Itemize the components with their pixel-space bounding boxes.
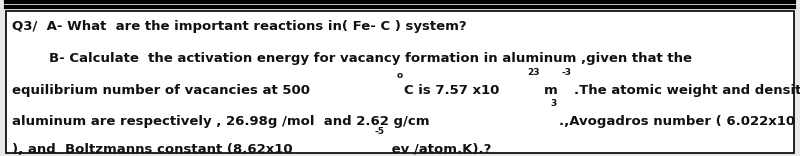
Text: C is 7.57 x10: C is 7.57 x10 xyxy=(405,84,500,97)
Text: m: m xyxy=(544,84,558,97)
Text: 23: 23 xyxy=(527,68,540,77)
Text: equilibrium number of vacancies at 500: equilibrium number of vacancies at 500 xyxy=(12,84,310,97)
Text: .The atomic weight and density for: .The atomic weight and density for xyxy=(574,84,800,97)
Text: 3: 3 xyxy=(550,99,557,108)
FancyBboxPatch shape xyxy=(6,11,794,153)
Text: o: o xyxy=(397,71,402,80)
Text: Q3/  A- What  are the important reactions in( Fe- C ) system?: Q3/ A- What are the important reactions … xyxy=(12,20,466,33)
Text: -3: -3 xyxy=(562,68,571,77)
Text: ev /atom.K).?: ev /atom.K).? xyxy=(387,143,491,156)
Text: .,Avogadros number ( 6.022x10: .,Avogadros number ( 6.022x10 xyxy=(558,115,795,128)
Text: ), and  Boltzmanns constant (8.62x10: ), and Boltzmanns constant (8.62x10 xyxy=(12,143,293,156)
Text: -5: -5 xyxy=(374,127,384,136)
Text: B- Calculate  the activation energy for vacancy formation in aluminum ,given tha: B- Calculate the activation energy for v… xyxy=(12,52,692,65)
Text: aluminum are respectively , 26.98g /mol  and 2.62 g/cm: aluminum are respectively , 26.98g /mol … xyxy=(12,115,430,128)
